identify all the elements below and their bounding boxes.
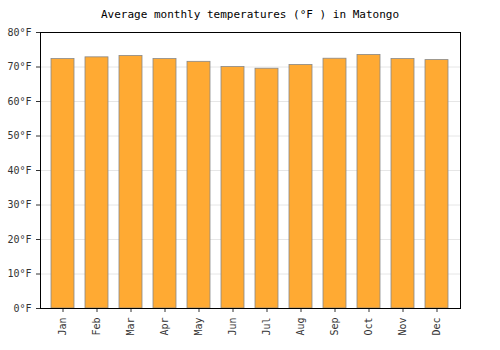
svg-text:50°F: 50°F (7, 130, 31, 141)
svg-text:Apr: Apr (159, 318, 170, 336)
svg-text:Dec: Dec (431, 318, 442, 336)
svg-text:0°F: 0°F (13, 303, 31, 314)
svg-text:Jan: Jan (57, 318, 68, 336)
svg-text:10°F: 10°F (7, 268, 31, 279)
svg-text:Oct: Oct (363, 318, 374, 336)
svg-text:70°F: 70°F (7, 61, 31, 72)
svg-text:Nov: Nov (397, 318, 408, 336)
svg-text:May: May (193, 318, 204, 336)
svg-text:Aug: Aug (295, 318, 306, 336)
svg-text:20°F: 20°F (7, 234, 31, 245)
html-text:Average monthly temperatures (: Average monthly temperatures (°F ) in Ma… (101, 8, 399, 21)
svg-text:Jun: Jun (227, 318, 238, 336)
svg-text:40°F: 40°F (7, 165, 31, 176)
svg-text:Mar: Mar (125, 318, 136, 336)
svg-text:30°F: 30°F (7, 199, 31, 210)
svg-text:Jul: Jul (261, 318, 272, 336)
svg-text:60°F: 60°F (7, 96, 31, 107)
svg-text:80°F: 80°F (7, 27, 31, 38)
svg-text:Sep: Sep (329, 318, 340, 336)
svg-text:Feb: Feb (91, 318, 102, 336)
